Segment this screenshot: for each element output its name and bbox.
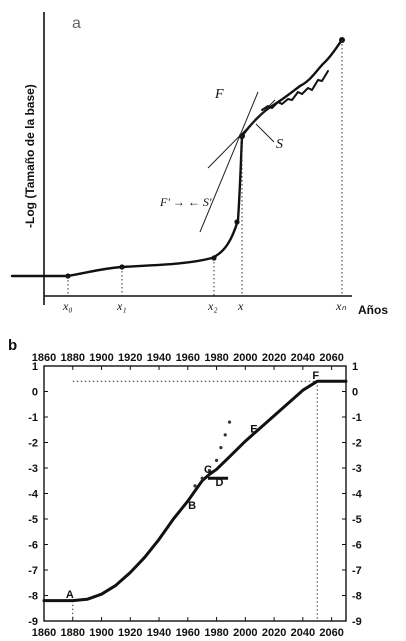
x-tick-label-top-1: 1880 — [61, 352, 85, 364]
y-tick-label-right-1: 0 — [352, 387, 358, 399]
tangent-S — [207, 99, 276, 169]
x-tick-label-bottom-4: 1940 — [147, 627, 171, 639]
y-tick-label-left-5: -4 — [28, 489, 39, 501]
x-tick-label-bottom-5: 1960 — [176, 627, 200, 639]
x-axis-label-a: Años — [358, 303, 388, 317]
x-tick-label-top-0: 1860 — [32, 352, 56, 364]
series-projection-point-2 — [207, 468, 211, 473]
y-tick-label-right-8: -7 — [352, 565, 362, 577]
y-tick-label-left-3: -2 — [28, 438, 38, 450]
series-projection-point-5 — [223, 433, 227, 437]
x-tick-label-top-6: 1980 — [204, 352, 228, 364]
curve-a-steps — [261, 70, 329, 111]
series-projection-point-0 — [193, 484, 197, 488]
y-tick-label-right-4: -3 — [352, 463, 362, 475]
x-tick-a-0: x₀ — [62, 299, 73, 313]
x-tick-label-top-5: 1960 — [176, 352, 200, 364]
point-label-F: F — [312, 370, 319, 382]
x-tick-label-bottom-2: 1900 — [89, 627, 113, 639]
x-tick-label-top-9: 2040 — [291, 352, 315, 364]
marker-knee — [234, 219, 240, 225]
point-label-E: E — [250, 423, 257, 435]
y-tick-label-left-4: -3 — [28, 463, 38, 475]
x-tick-label-top-2: 1900 — [89, 352, 113, 364]
y-tick-label-left-6: -5 — [28, 514, 38, 526]
annotation-F-prime-S-prime: F' → ← S' — [159, 195, 212, 209]
series-projection-point-1 — [200, 476, 204, 480]
y-tick-label-right-0: 1 — [352, 361, 358, 373]
y-tick-label-left-1: 0 — [32, 387, 38, 399]
y-tick-label-left-7: -6 — [28, 540, 38, 552]
x-tick-label-bottom-10: 2060 — [319, 627, 343, 639]
x-tick-a-3: x — [237, 299, 244, 313]
annotation-F: F — [214, 87, 224, 102]
panel-label-b: b — [8, 337, 17, 354]
x-tick-label-bottom-6: 1980 — [204, 627, 228, 639]
x-tick-label-top-7: 2000 — [233, 352, 257, 364]
chart-a: a -Log (Tamaño de la base) F S F' → ← S'… — [10, 12, 388, 317]
y-tick-label-right-7: -6 — [352, 540, 362, 552]
x-tick-label-bottom-8: 2020 — [262, 627, 286, 639]
tangent-F — [199, 91, 259, 233]
x-tick-label-top-10: 2060 — [319, 352, 343, 364]
series-projection-point-4 — [219, 446, 223, 450]
y-tick-label-right-9: -8 — [352, 591, 362, 603]
x-tick-label-bottom-9: 2040 — [291, 627, 315, 639]
y-tick-label-left-2: -1 — [28, 412, 38, 424]
x-tick-label-bottom-0: 1860 — [32, 627, 56, 639]
x-tick-label-bottom-3: 1920 — [118, 627, 142, 639]
y-tick-label-right-2: -1 — [352, 412, 362, 424]
arrow-S — [255, 123, 275, 143]
series-projection-point-6 — [227, 420, 232, 424]
point-label-B: B — [188, 500, 196, 512]
y-tick-label-right-6: -5 — [352, 514, 362, 526]
y-tick-label-left-9: -8 — [28, 591, 38, 603]
point-label-C: C — [204, 464, 212, 476]
x-tick-a-2: x₂ — [207, 299, 218, 313]
curve-a — [10, 38, 344, 278]
x-tick-a-4: xₙ — [335, 299, 346, 313]
x-tick-label-top-8: 2020 — [262, 352, 286, 364]
y-axis-label-a: -Log (Tamaño de la base) — [23, 84, 37, 228]
annotation-S: S — [276, 137, 283, 152]
point-label-D: D — [215, 477, 223, 489]
y-tick-label-left-10: -9 — [28, 616, 38, 628]
series-main-line — [42, 379, 348, 603]
point-label-A: A — [66, 589, 74, 601]
y-tick-label-right-5: -4 — [352, 489, 363, 501]
x-tick-label-bottom-7: 2000 — [233, 627, 257, 639]
y-tick-label-right-10: -9 — [352, 616, 362, 628]
x-tick-a-1: x₁ — [116, 299, 127, 313]
x-tick-label-top-3: 1920 — [118, 352, 142, 364]
x-tick-label-top-4: 1940 — [147, 352, 171, 364]
y-tick-label-right-3: -2 — [352, 438, 362, 450]
series-projection-point-3 — [214, 458, 219, 462]
y-tick-label-left-8: -7 — [28, 565, 38, 577]
y-tick-label-left-0: 1 — [32, 361, 38, 373]
panel-label-a: a — [72, 15, 81, 32]
x-tick-label-bottom-1: 1880 — [61, 627, 85, 639]
